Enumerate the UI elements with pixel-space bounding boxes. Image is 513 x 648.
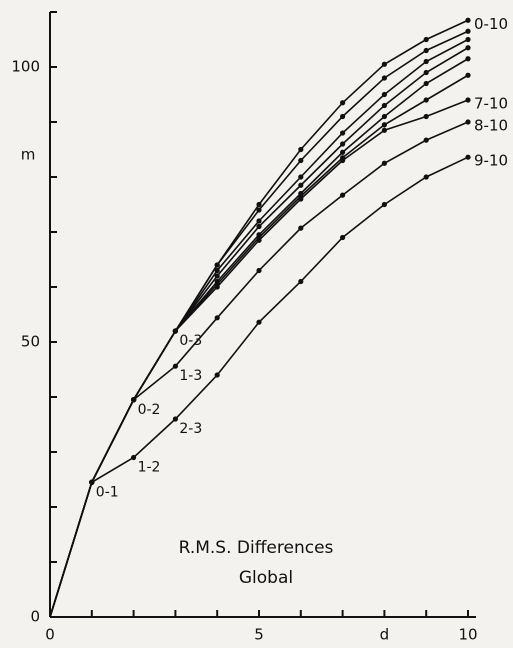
point xyxy=(340,141,346,147)
point xyxy=(214,267,220,274)
y-tick-label: 100 xyxy=(11,58,40,76)
point xyxy=(423,97,429,103)
point xyxy=(465,45,471,51)
point-label: 0-2 xyxy=(138,402,161,418)
point xyxy=(298,225,304,231)
point xyxy=(298,174,304,180)
point xyxy=(340,130,346,136)
point xyxy=(214,262,220,268)
point xyxy=(256,207,262,213)
point xyxy=(89,479,95,485)
point xyxy=(465,154,471,160)
point xyxy=(423,137,429,143)
point xyxy=(340,192,346,198)
point xyxy=(423,36,429,43)
point xyxy=(214,273,220,279)
point xyxy=(423,69,429,76)
series-label: 0-10 xyxy=(474,15,508,33)
point xyxy=(381,127,387,133)
x-tick-label: 5 xyxy=(254,626,264,644)
x-axis-label: d xyxy=(380,626,390,644)
point xyxy=(214,315,220,321)
point xyxy=(465,97,471,103)
point xyxy=(298,182,304,188)
point xyxy=(340,100,346,106)
point xyxy=(172,363,178,369)
point-label: 1-2 xyxy=(138,460,161,476)
point xyxy=(340,234,346,241)
point xyxy=(298,196,304,202)
point xyxy=(381,75,387,81)
point xyxy=(256,237,262,243)
point xyxy=(298,157,304,164)
y-tick-label: 0 xyxy=(30,608,40,626)
point xyxy=(214,372,220,378)
point xyxy=(465,17,471,23)
point xyxy=(256,267,262,274)
point xyxy=(256,218,262,224)
point xyxy=(423,58,429,65)
y-tick-label: 50 xyxy=(21,333,40,351)
point xyxy=(381,201,387,208)
chart-subtitle: Global xyxy=(239,568,293,588)
y-axis-label: m xyxy=(21,146,36,164)
point xyxy=(172,416,178,422)
point xyxy=(131,397,137,403)
point xyxy=(340,157,346,164)
series-label: 9-10 xyxy=(474,152,508,170)
point xyxy=(381,102,387,109)
point xyxy=(423,174,429,180)
point xyxy=(172,328,178,334)
point-label: 0-3 xyxy=(179,333,202,349)
point xyxy=(465,28,471,34)
point xyxy=(381,122,387,128)
point xyxy=(340,149,346,155)
point xyxy=(381,61,387,67)
point xyxy=(381,91,387,98)
point-label: 1-3 xyxy=(179,368,202,384)
point-label: 0-1 xyxy=(96,484,119,500)
point xyxy=(465,36,471,43)
point xyxy=(256,223,262,230)
x-tick-label: 10 xyxy=(458,626,477,644)
point xyxy=(256,319,262,325)
point xyxy=(381,113,387,120)
point xyxy=(298,278,304,285)
point xyxy=(214,284,220,290)
point xyxy=(298,146,304,153)
point xyxy=(256,201,262,208)
point xyxy=(465,72,471,78)
series-label: 8-10 xyxy=(474,117,508,135)
point xyxy=(423,47,429,54)
point xyxy=(340,113,346,120)
chart-title: R.M.S. Differences xyxy=(179,538,334,558)
series-label: 7-10 xyxy=(474,95,508,113)
point xyxy=(465,119,471,125)
point xyxy=(381,160,387,166)
x-tick-label: 0 xyxy=(45,626,55,644)
point xyxy=(131,454,137,461)
point xyxy=(423,113,429,120)
point-label: 2-3 xyxy=(179,421,202,437)
point xyxy=(423,80,429,87)
point xyxy=(465,56,471,62)
